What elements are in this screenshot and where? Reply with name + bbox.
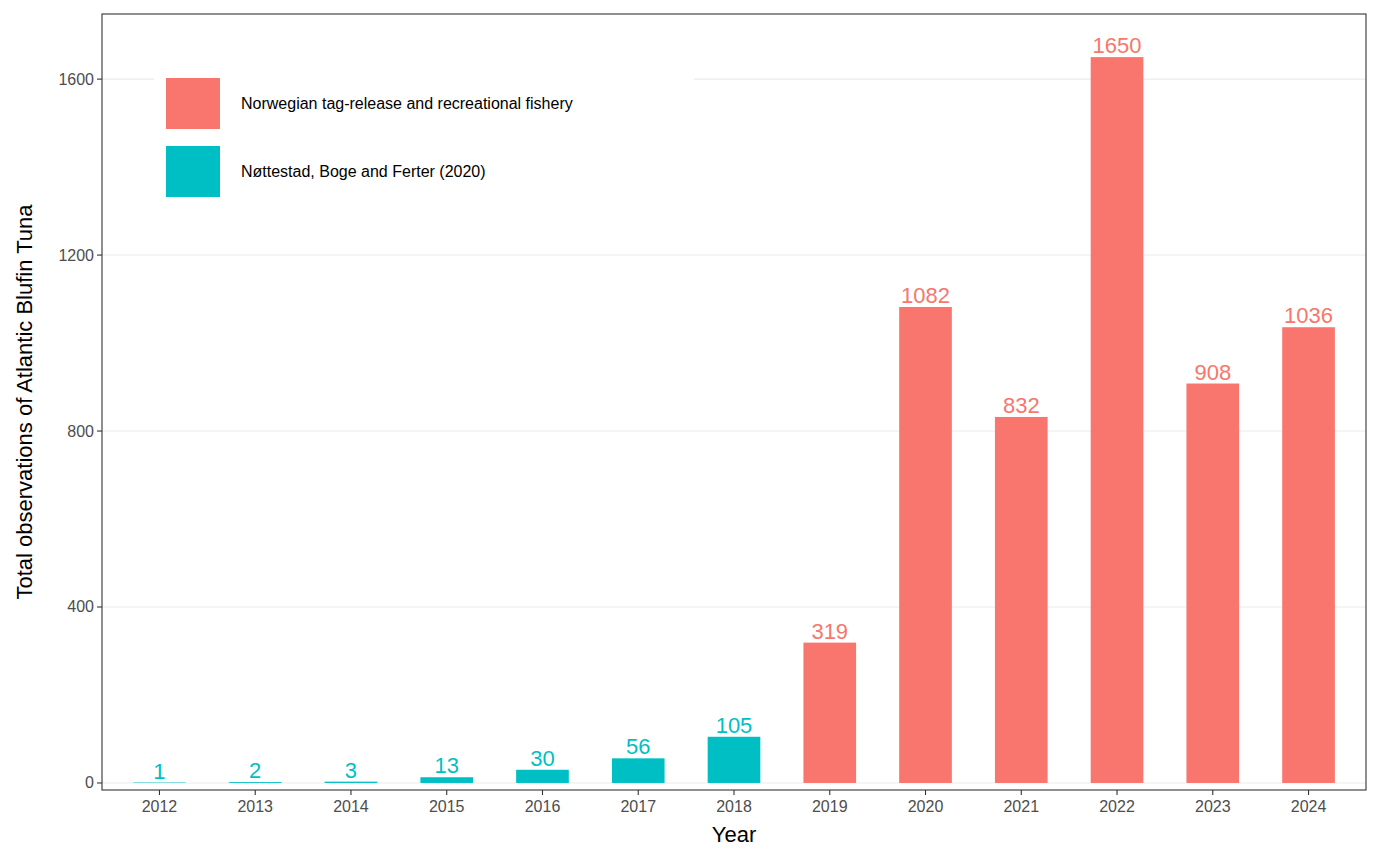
tick-mark bbox=[1021, 790, 1022, 795]
tick-label: 2012 bbox=[142, 798, 178, 815]
legend-key bbox=[166, 146, 220, 197]
x-axis-title: Year bbox=[712, 822, 756, 847]
data-label: 1 bbox=[153, 759, 165, 784]
bar bbox=[516, 770, 569, 783]
legend: Norwegian tag-release and recreational f… bbox=[154, 68, 694, 208]
tick-label: 1200 bbox=[58, 247, 94, 264]
tick-label: 400 bbox=[67, 598, 94, 615]
data-label: 1650 bbox=[1093, 33, 1142, 58]
grid-line bbox=[102, 430, 1366, 431]
tick-label: 2023 bbox=[1195, 798, 1231, 815]
tick-mark bbox=[542, 790, 543, 795]
tick-mark bbox=[1212, 790, 1213, 795]
data-label: 56 bbox=[626, 734, 650, 759]
tick-mark bbox=[97, 606, 102, 607]
legend-label: Norwegian tag-release and recreational f… bbox=[241, 95, 573, 112]
tick-mark bbox=[925, 790, 926, 795]
chart: 319 1082 832 1650 908 1036 1 2 3 13 30 56 105 0 400 800… bbox=[0, 0, 1379, 862]
tick-label: 2014 bbox=[333, 798, 369, 815]
tick-label: 2021 bbox=[1003, 798, 1039, 815]
tick-label: 800 bbox=[67, 423, 94, 440]
tick-mark bbox=[446, 790, 447, 795]
legend-key bbox=[166, 78, 220, 129]
tick-label: 2022 bbox=[1099, 798, 1135, 815]
data-label: 319 bbox=[811, 619, 848, 644]
data-label: 832 bbox=[1003, 393, 1040, 418]
bar bbox=[803, 643, 856, 783]
bar bbox=[1282, 327, 1335, 783]
tick-mark bbox=[1116, 790, 1117, 795]
tick-label: 2017 bbox=[620, 798, 656, 815]
tick-label: 2015 bbox=[429, 798, 465, 815]
tick-mark bbox=[1308, 790, 1309, 795]
plot-area bbox=[102, 14, 1366, 790]
tick-mark bbox=[97, 79, 102, 80]
data-label: 1036 bbox=[1284, 303, 1333, 328]
grid-line bbox=[102, 255, 1366, 256]
y-axis-title: Total observations of Atlantic Blufin Tu… bbox=[12, 204, 37, 600]
tick-mark bbox=[350, 790, 351, 795]
tick-label: 1600 bbox=[58, 71, 94, 88]
tick-label: 2018 bbox=[716, 798, 752, 815]
data-label: 1082 bbox=[901, 283, 950, 308]
tick-label: 2020 bbox=[908, 798, 944, 815]
tick-label: 2013 bbox=[237, 798, 273, 815]
tick-mark bbox=[97, 782, 102, 783]
tick-mark bbox=[97, 255, 102, 256]
bar bbox=[899, 307, 952, 783]
tick-mark bbox=[159, 790, 160, 795]
tick-mark bbox=[638, 790, 639, 795]
legend-background bbox=[154, 68, 694, 208]
data-label: 105 bbox=[716, 713, 753, 738]
data-label: 2 bbox=[249, 758, 261, 783]
data-label: 908 bbox=[1194, 360, 1231, 385]
tick-mark bbox=[255, 790, 256, 795]
plot-frame bbox=[102, 14, 1366, 790]
tick-mark bbox=[97, 430, 102, 431]
bar bbox=[1091, 57, 1144, 783]
legend-label: Nøttestad, Boge and Ferter (2020) bbox=[241, 163, 486, 180]
data-label: 13 bbox=[434, 753, 458, 778]
bar bbox=[995, 417, 1048, 783]
data-label: 30 bbox=[530, 746, 554, 771]
bars bbox=[133, 57, 1335, 783]
bar bbox=[612, 758, 665, 783]
data-label: 3 bbox=[345, 758, 357, 783]
tick-label: 2019 bbox=[812, 798, 848, 815]
tick-mark bbox=[829, 790, 830, 795]
tick-label: 2016 bbox=[525, 798, 561, 815]
tick-mark bbox=[733, 790, 734, 795]
bar bbox=[1186, 384, 1239, 783]
bar bbox=[708, 737, 761, 783]
tick-label: 2024 bbox=[1291, 798, 1327, 815]
grid-line bbox=[102, 606, 1366, 607]
tick-label: 0 bbox=[85, 774, 94, 791]
background bbox=[0, 0, 1379, 862]
